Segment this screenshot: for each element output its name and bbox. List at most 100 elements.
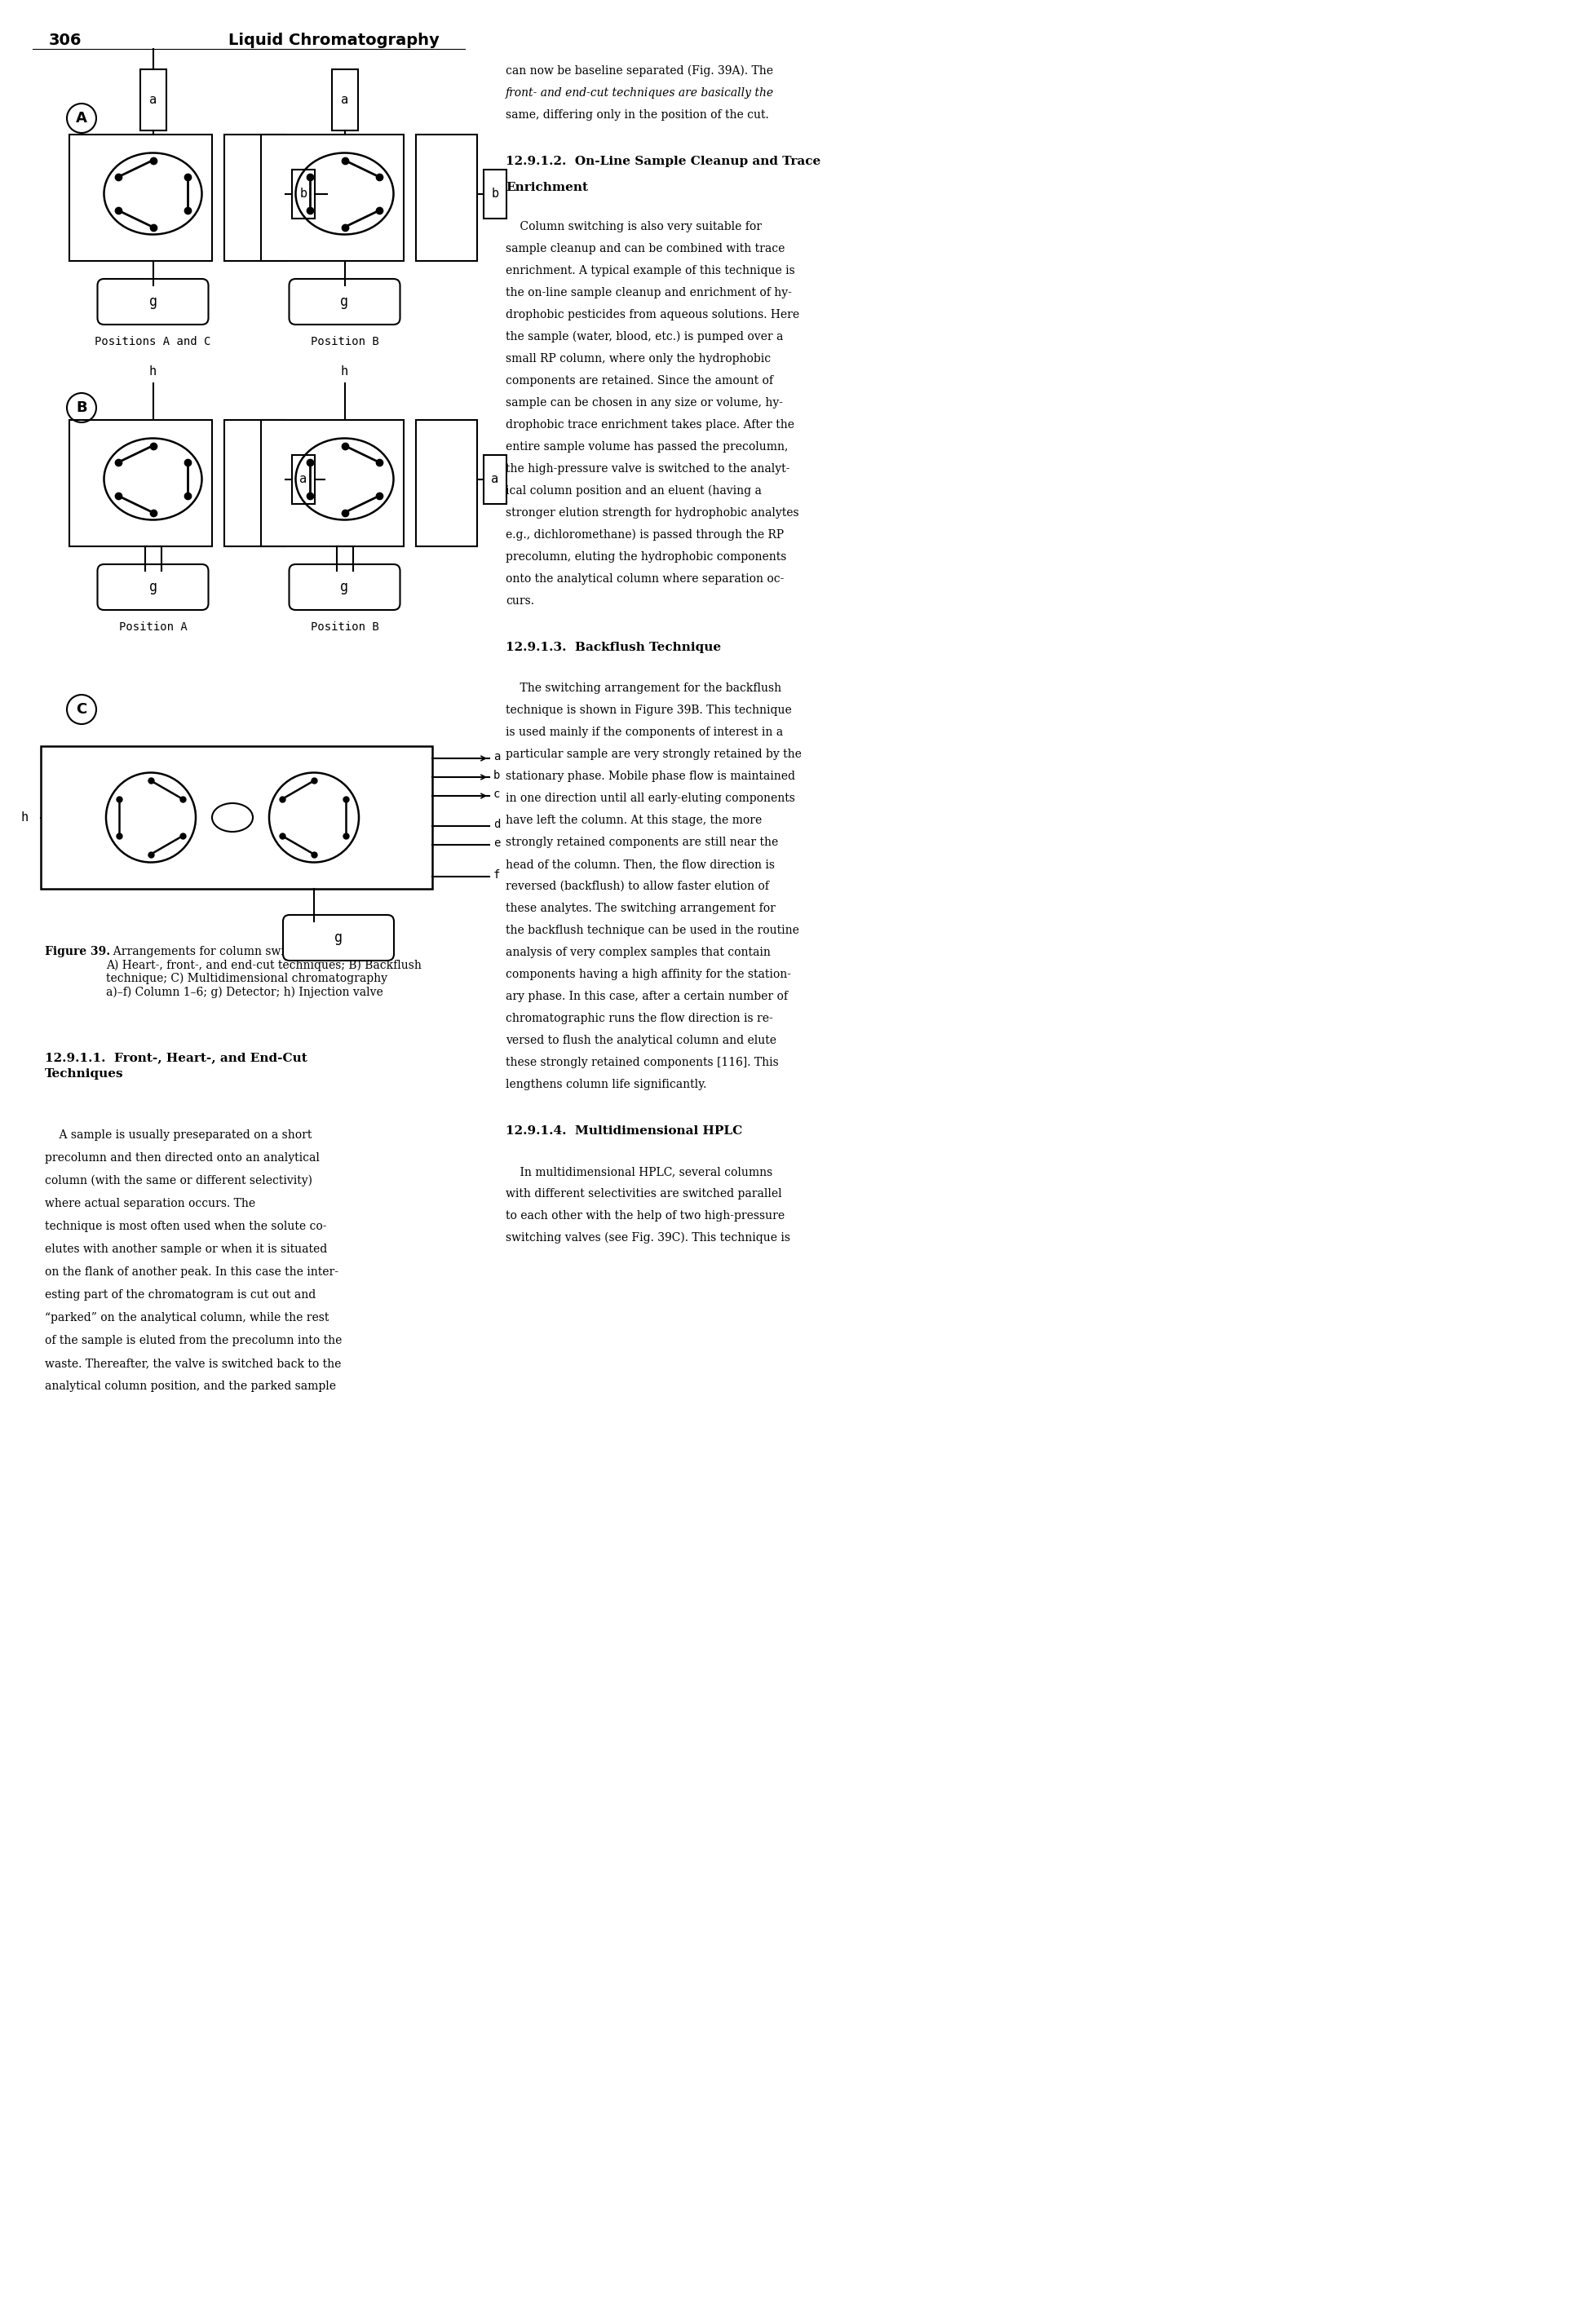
Text: entire sample volume has passed the precolumn,: entire sample volume has passed the prec… — [506, 442, 788, 453]
Text: precolumn, eluting the hydrophobic components: precolumn, eluting the hydrophobic compo… — [506, 551, 786, 562]
Text: with different selectivities are switched parallel: with different selectivities are switche… — [506, 1188, 782, 1199]
Text: b: b — [299, 188, 307, 200]
Text: the on-line sample cleanup and enrichment of hy-: the on-line sample cleanup and enrichmen… — [506, 288, 791, 297]
Text: analysis of very complex samples that contain: analysis of very complex samples that co… — [506, 946, 771, 957]
Text: stationary phase. Mobile phase flow is maintained: stationary phase. Mobile phase flow is m… — [506, 772, 794, 781]
Text: analytical column position, and the parked sample: analytical column position, and the park… — [45, 1380, 336, 1392]
Text: g: g — [341, 295, 349, 309]
Text: e: e — [494, 837, 500, 848]
Text: Position B: Position B — [310, 621, 379, 632]
Bar — [416, 135, 478, 260]
Text: sample can be chosen in any size or volume, hy-: sample can be chosen in any size or volu… — [506, 397, 783, 409]
Text: technique is most often used when the solute co-: technique is most often used when the so… — [45, 1220, 326, 1232]
Text: f: f — [494, 869, 500, 881]
Text: switching valves (see Fig. 39C). This technique is: switching valves (see Fig. 39C). This te… — [506, 1232, 790, 1243]
Bar — [416, 421, 478, 546]
FancyBboxPatch shape — [290, 565, 400, 609]
FancyBboxPatch shape — [290, 279, 400, 325]
Text: g: g — [334, 930, 342, 946]
Text: components are retained. Since the amount of: components are retained. Since the amoun… — [506, 374, 774, 386]
Text: can now be baseline separated (Fig. 39A). The: can now be baseline separated (Fig. 39A)… — [506, 65, 774, 77]
Text: Enrichment: Enrichment — [506, 181, 587, 193]
Text: a: a — [492, 474, 498, 486]
Text: particular sample are very strongly retained by the: particular sample are very strongly reta… — [506, 748, 802, 760]
Text: stronger elution strength for hydrophobic analytes: stronger elution strength for hydrophobi… — [506, 507, 799, 518]
Text: in one direction until all early-eluting components: in one direction until all early-eluting… — [506, 792, 794, 804]
Bar — [484, 170, 506, 218]
Text: elutes with another sample or when it is situated: elutes with another sample or when it is… — [45, 1243, 328, 1255]
Text: Arrangements for column switching technique
A) Heart-, front-, and end-cut techn: Arrangements for column switching techni… — [107, 946, 422, 997]
Text: drophobic pesticides from aqueous solutions. Here: drophobic pesticides from aqueous soluti… — [506, 309, 799, 321]
Text: small RP column, where only the hydrophobic: small RP column, where only the hydropho… — [506, 353, 771, 365]
Text: versed to flush the analytical column and elute: versed to flush the analytical column an… — [506, 1034, 777, 1046]
FancyBboxPatch shape — [97, 279, 209, 325]
Text: ical column position and an eluent (having a: ical column position and an eluent (havi… — [506, 486, 761, 497]
Text: g: g — [148, 295, 158, 309]
Bar — [224, 421, 285, 546]
Text: column (with the same or different selectivity): column (with the same or different selec… — [45, 1176, 312, 1188]
Bar — [70, 135, 212, 260]
Text: 12.9.1.2.  On-Line Sample Cleanup and Trace: 12.9.1.2. On-Line Sample Cleanup and Tra… — [506, 156, 820, 167]
Text: 12.9.1.1.  Front-, Heart-, and End-Cut
Techniques: 12.9.1.1. Front-, Heart-, and End-Cut Te… — [45, 1053, 307, 1078]
Text: waste. Thereafter, the valve is switched back to the: waste. Thereafter, the valve is switched… — [45, 1357, 341, 1369]
Text: a: a — [299, 474, 307, 486]
Text: C: C — [76, 702, 88, 716]
Text: Liquid Chromatography: Liquid Chromatography — [228, 33, 439, 49]
Bar — [41, 746, 433, 888]
Text: head of the column. Then, the flow direction is: head of the column. Then, the flow direc… — [506, 858, 775, 869]
Text: the high-pressure valve is switched to the analyt-: the high-pressure valve is switched to t… — [506, 462, 790, 474]
Text: “parked” on the analytical column, while the rest: “parked” on the analytical column, while… — [45, 1313, 330, 1322]
Bar — [261, 421, 404, 546]
FancyBboxPatch shape — [283, 916, 393, 960]
Text: a: a — [341, 93, 349, 107]
Text: precolumn and then directed onto an analytical: precolumn and then directed onto an anal… — [45, 1153, 320, 1164]
Text: Column switching is also very suitable for: Column switching is also very suitable f… — [506, 221, 761, 232]
Text: curs.: curs. — [506, 595, 535, 607]
FancyBboxPatch shape — [97, 565, 209, 609]
Text: d: d — [494, 818, 500, 830]
Text: Position A: Position A — [119, 621, 188, 632]
Text: h: h — [21, 811, 29, 823]
Bar — [224, 135, 285, 260]
Text: The switching arrangement for the backflush: The switching arrangement for the backfl… — [506, 683, 782, 695]
Bar — [291, 170, 315, 218]
Text: onto the analytical column where separation oc-: onto the analytical column where separat… — [506, 574, 785, 586]
Text: have left the column. At this stage, the more: have left the column. At this stage, the… — [506, 816, 763, 825]
Text: c: c — [494, 788, 500, 799]
Text: these analytes. The switching arrangement for: these analytes. The switching arrangemen… — [506, 902, 775, 913]
Text: of the sample is eluted from the precolumn into the: of the sample is eluted from the precolu… — [45, 1334, 342, 1346]
Text: 306: 306 — [49, 33, 81, 49]
Text: the backflush technique can be used in the routine: the backflush technique can be used in t… — [506, 925, 799, 937]
Text: to each other with the help of two high-pressure: to each other with the help of two high-… — [506, 1211, 785, 1222]
Bar — [261, 135, 404, 260]
Text: components having a high affinity for the station-: components having a high affinity for th… — [506, 969, 791, 981]
Text: esting part of the chromatogram is cut out and: esting part of the chromatogram is cut o… — [45, 1290, 315, 1301]
Text: ary phase. In this case, after a certain number of: ary phase. In this case, after a certain… — [506, 990, 788, 1002]
Bar — [140, 70, 166, 130]
Text: b: b — [494, 769, 500, 781]
Text: e.g., dichloromethane) is passed through the RP: e.g., dichloromethane) is passed through… — [506, 530, 783, 541]
Text: Figure 39.: Figure 39. — [45, 946, 110, 957]
Text: lengthens column life significantly.: lengthens column life significantly. — [506, 1078, 707, 1090]
Text: sample cleanup and can be combined with trace: sample cleanup and can be combined with … — [506, 244, 785, 253]
Bar — [70, 421, 212, 546]
Text: A: A — [76, 112, 88, 125]
Bar — [331, 70, 358, 130]
Text: h: h — [150, 365, 156, 376]
Text: technique is shown in Figure 39B. This technique: technique is shown in Figure 39B. This t… — [506, 704, 791, 716]
Text: Positions A and C: Positions A and C — [96, 337, 212, 346]
Text: 12.9.1.4.  Multidimensional HPLC: 12.9.1.4. Multidimensional HPLC — [506, 1125, 742, 1136]
Text: strongly retained components are still near the: strongly retained components are still n… — [506, 837, 778, 848]
Text: a: a — [494, 751, 500, 762]
Text: where actual separation occurs. The: where actual separation occurs. The — [45, 1197, 259, 1208]
Text: is used mainly if the components of interest in a: is used mainly if the components of inte… — [506, 727, 783, 739]
Text: a: a — [150, 93, 156, 107]
Text: b: b — [492, 188, 498, 200]
Text: 12.9.1.3.  Backflush Technique: 12.9.1.3. Backflush Technique — [506, 641, 721, 653]
Text: enrichment. A typical example of this technique is: enrichment. A typical example of this te… — [506, 265, 794, 277]
Text: same, differing only in the position of the cut.: same, differing only in the position of … — [506, 109, 769, 121]
Text: A sample is usually preseparated on a short: A sample is usually preseparated on a sh… — [45, 1129, 312, 1141]
Text: Position B: Position B — [310, 337, 379, 346]
Text: g: g — [148, 579, 158, 595]
Text: g: g — [341, 579, 349, 595]
